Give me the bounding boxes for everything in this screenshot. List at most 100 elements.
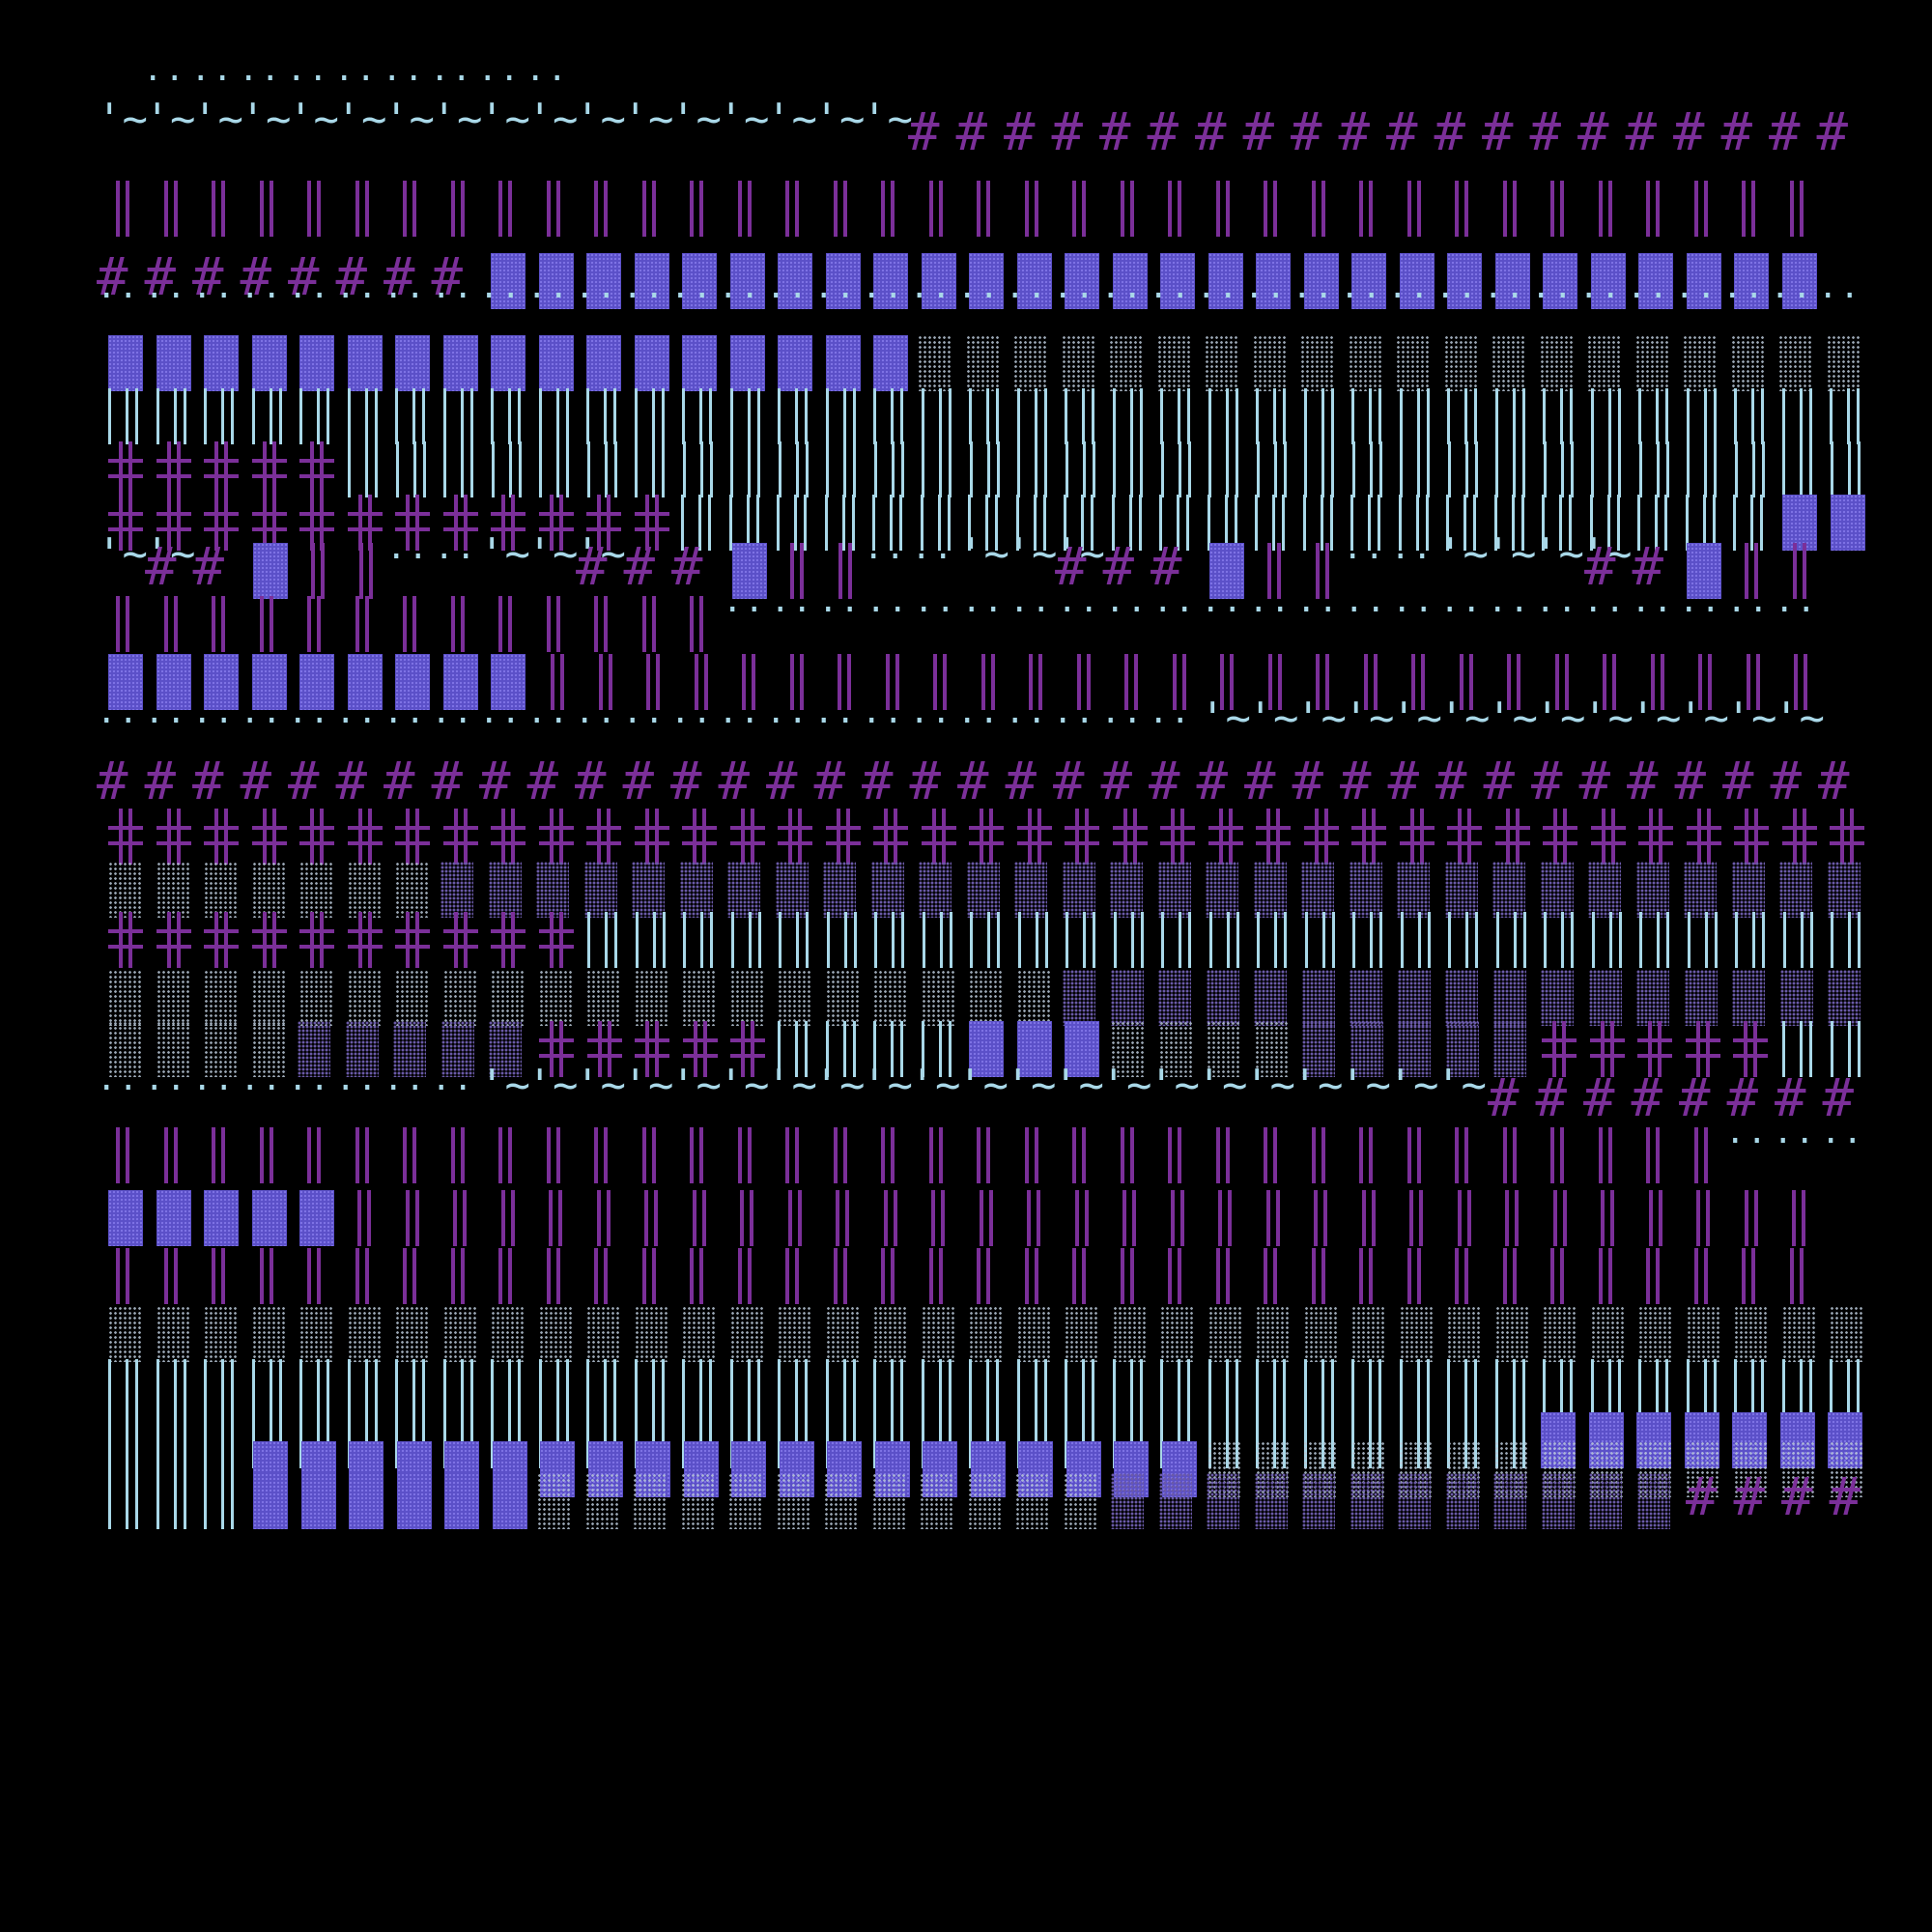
double-bar-glyph	[498, 181, 502, 237]
shade-block-glyph	[491, 335, 526, 391]
light-bar-glyph	[1256, 441, 1260, 497]
light-shade-glyph	[395, 1306, 428, 1362]
hash-glyph: #	[1387, 751, 1420, 811]
tilde-glyph: '~	[192, 95, 243, 144]
light-bar-glyph	[1208, 1359, 1211, 1415]
light-bar-glyph	[729, 388, 733, 444]
hash-glyph: #	[1775, 1067, 1806, 1128]
double-cross-glyph	[1256, 809, 1291, 865]
shade-block-glyph	[156, 1190, 191, 1246]
double-bar-glyph	[1598, 1127, 1603, 1183]
tilde-glyph: '~	[1340, 1061, 1391, 1110]
light-bar-glyph	[348, 441, 351, 497]
light-bar-glyph	[1351, 1412, 1354, 1468]
dot-pair-glyph: ..	[957, 693, 1001, 731]
double-bar-glyph	[644, 1190, 648, 1246]
double-bar-glyph	[1072, 1127, 1076, 1183]
light-bar-glyph	[778, 1412, 781, 1468]
light-shade-glyph	[1539, 335, 1573, 391]
light-shade-glyph	[969, 1306, 1002, 1362]
light-bar-glyph	[1638, 441, 1642, 497]
double-bar-glyph	[1029, 654, 1033, 710]
double-bar-glyph	[787, 1190, 792, 1246]
light-bar-glyph	[778, 1021, 781, 1077]
light-shade-glyph	[1254, 1021, 1288, 1077]
light-shade-glyph	[442, 970, 476, 1026]
tilde-glyph: '~	[526, 95, 579, 144]
light-bar-glyph	[1781, 1359, 1785, 1415]
light-shade-glyph	[1303, 1306, 1337, 1362]
light-shade-glyph	[156, 862, 189, 918]
hash-glyph: #	[1577, 101, 1609, 162]
light-shade-glyph	[967, 1473, 1001, 1529]
dot-pair-glyph: ..	[1340, 268, 1383, 306]
double-cross-glyph	[778, 809, 812, 865]
tilde-glyph: '~	[1582, 694, 1634, 743]
light-bar-glyph	[1494, 388, 1498, 444]
light-shade-glyph	[1778, 335, 1811, 391]
tilde-glyph: '~	[1438, 694, 1491, 743]
light-bar-glyph	[1160, 1359, 1163, 1415]
light-bar-glyph	[204, 1359, 207, 1415]
hash-glyph: #	[1488, 1067, 1520, 1128]
light-shade-glyph	[1351, 1306, 1384, 1362]
hash-glyph: #	[1338, 101, 1371, 162]
light-bar-glyph	[728, 495, 732, 551]
double-bar-glyph	[212, 596, 215, 652]
light-bar-glyph	[873, 1021, 876, 1077]
double-bar-glyph	[789, 654, 794, 710]
light-shade-glyph	[682, 1306, 715, 1362]
light-bar-glyph	[251, 388, 255, 444]
double-cross-glyph	[1160, 809, 1195, 865]
shade-block-glyph	[253, 1473, 288, 1529]
double-cross-glyph	[299, 441, 334, 497]
hash-glyph: #	[335, 246, 368, 307]
light-bar-glyph	[1544, 912, 1547, 968]
double-cross-glyph	[442, 809, 478, 865]
hash-glyph: #	[909, 751, 942, 811]
light-bar-glyph	[826, 912, 830, 968]
shade-block-glyph	[825, 335, 861, 391]
medium-shade-glyph	[1398, 1473, 1431, 1529]
shade-block-glyph	[204, 654, 239, 710]
light-bar-glyph	[395, 1359, 398, 1415]
dot-pair-glyph: ..	[431, 693, 475, 731]
light-shade-glyph	[1781, 1441, 1814, 1497]
light-shade-glyph	[1494, 1306, 1528, 1362]
light-bar-glyph	[1256, 388, 1259, 444]
light-bar-glyph	[1065, 1359, 1067, 1415]
hash-glyph: #	[1829, 1466, 1861, 1527]
double-bar-glyph	[1507, 654, 1511, 710]
light-shade-glyph	[1013, 335, 1046, 391]
light-bar-glyph	[825, 388, 829, 444]
medium-shade-glyph	[1397, 862, 1430, 918]
light-bar-glyph	[872, 495, 875, 551]
light-shade-glyph	[1686, 1306, 1719, 1362]
double-cross-glyph	[156, 441, 191, 497]
light-bar-glyph	[586, 1359, 589, 1415]
dot-pair-glyph: ..	[1439, 582, 1484, 620]
hash-glyph: #	[1583, 1067, 1615, 1128]
light-bar-glyph	[825, 1359, 829, 1415]
double-bar-glyph	[1074, 1190, 1079, 1246]
dot-pair-glyph: ..	[1057, 582, 1101, 620]
light-bar-glyph	[1639, 912, 1642, 968]
tilde-glyph: '~	[144, 95, 196, 144]
hash-glyph: #	[1196, 751, 1229, 811]
shade-block-glyph	[1256, 253, 1291, 309]
light-bar-glyph	[1543, 441, 1547, 497]
hash-glyph: #	[192, 751, 224, 811]
double-bar-glyph	[1794, 654, 1798, 710]
tilde-glyph: '~	[526, 1061, 579, 1110]
dot-pair-glyph: ..	[431, 268, 475, 306]
light-bar-glyph	[1351, 441, 1355, 497]
double-bar-glyph	[1220, 654, 1224, 710]
light-bar-glyph	[1781, 388, 1785, 444]
double-bar-glyph	[641, 1127, 646, 1183]
light-shade-glyph	[1061, 335, 1094, 391]
double-bar-glyph	[1650, 654, 1655, 710]
shade-block-glyph	[108, 654, 143, 710]
medium-shade-glyph	[1540, 862, 1574, 918]
double-cross-glyph	[1351, 809, 1386, 865]
tilde-glyph: '~	[1678, 694, 1729, 743]
